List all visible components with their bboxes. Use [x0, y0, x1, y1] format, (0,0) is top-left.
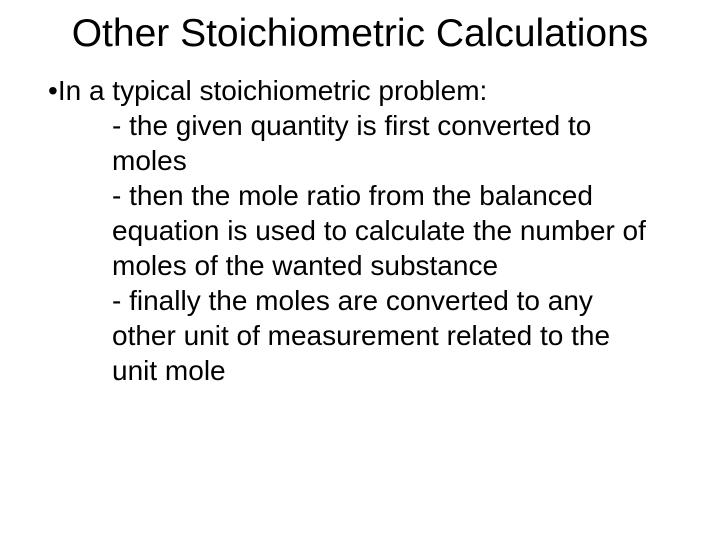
slide-title: Other Stoichiometric Calculations [40, 12, 680, 57]
bullet-item: •In a typical stoichiometric problem: [48, 73, 680, 108]
sub-item: - the given quantity is first converted … [112, 108, 650, 178]
bullet-text: In a typical stoichiometric problem: [58, 75, 488, 106]
sub-item: - finally the moles are converted to any… [112, 283, 650, 388]
bullet-marker: • [48, 75, 58, 106]
sub-item: - then the mole ratio from the balanced … [112, 178, 650, 283]
